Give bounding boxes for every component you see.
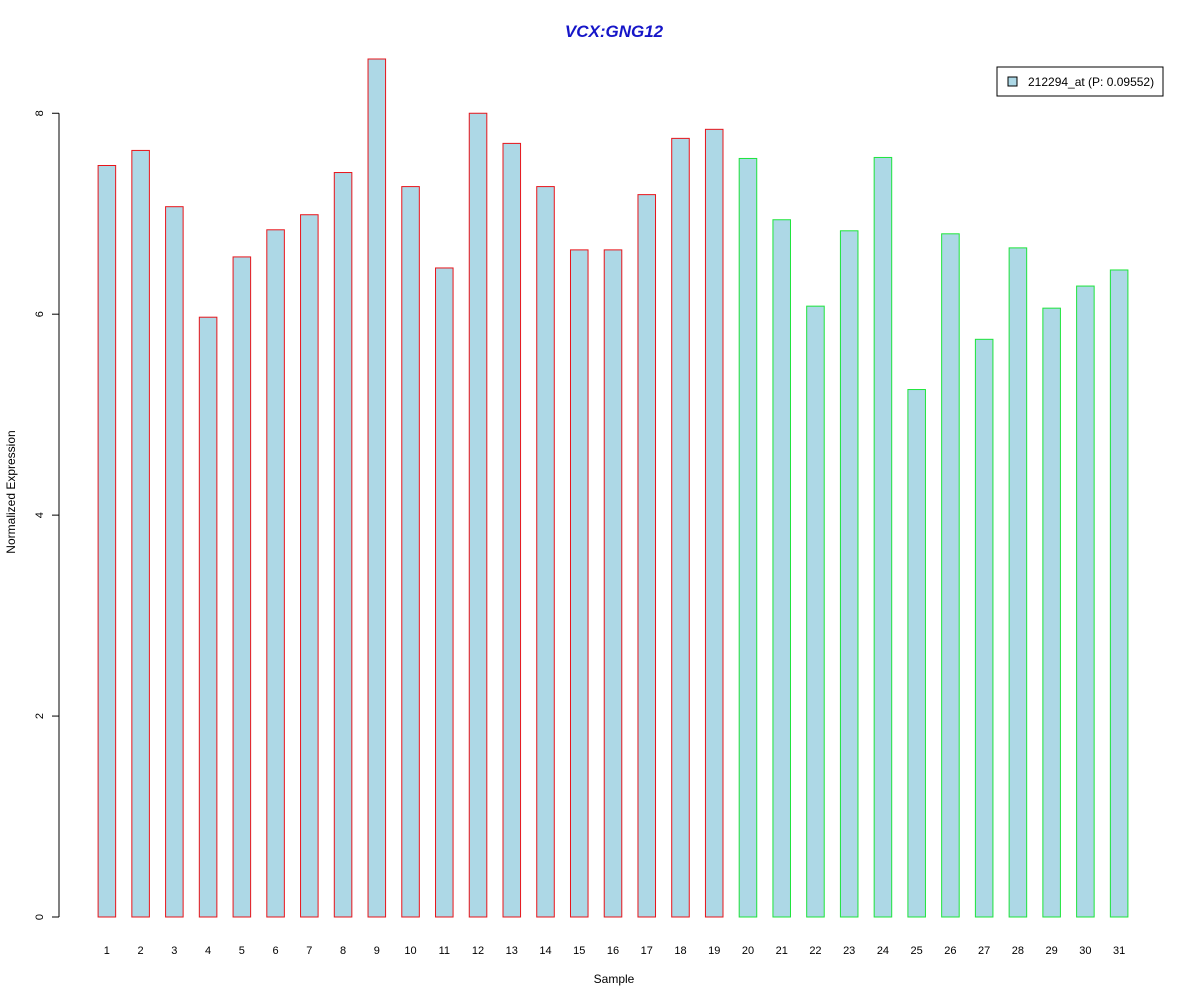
bar-sample-15 — [569, 249, 589, 918]
bar-sample-17 — [637, 194, 657, 918]
bars — [97, 58, 1129, 918]
bar-sample-30 — [1076, 285, 1095, 918]
x-tick-label: 26 — [944, 945, 956, 957]
y-tick-label: 6 — [34, 311, 46, 317]
x-tick-label: 25 — [911, 945, 923, 957]
x-tick-label: 22 — [809, 945, 821, 957]
bar-sample-24 — [873, 156, 893, 918]
legend-box — [996, 66, 1164, 97]
bar-sample-20 — [738, 157, 758, 918]
bar-sample-7 — [300, 214, 319, 918]
bar-sample-3 — [165, 206, 184, 918]
y-axis: 0 2 4 6 8 — [34, 110, 60, 920]
x-tick-label: 24 — [877, 945, 889, 957]
bar-sample-8 — [333, 172, 353, 918]
legend: 212294_at (P: 0.09552) — [996, 66, 1164, 97]
bar-sample-26 — [941, 233, 960, 918]
x-tick-label: 7 — [306, 945, 312, 957]
bar-sample-10 — [401, 186, 420, 918]
y-axis-title: Normalized Expression — [4, 430, 18, 553]
x-tick-labels: 1 2 3 4 5 6 7 8 9 10 11 12 13 14 15 16 17 18 19 20 21 22 23 24 2… — [104, 945, 1125, 957]
bar-sample-4 — [198, 316, 218, 918]
x-tick-label: 1 — [104, 945, 110, 957]
bar-sample-23 — [839, 230, 859, 918]
bar-sample-21 — [772, 219, 791, 918]
x-tick-label: 12 — [472, 945, 484, 957]
x-tick-label: 8 — [340, 945, 346, 957]
bar-sample-12 — [468, 112, 488, 918]
x-tick-label: 16 — [607, 945, 619, 957]
x-tick-label: 21 — [776, 945, 788, 957]
x-tick-label: 15 — [573, 945, 585, 957]
chart-title: VCX:GNG12 — [565, 22, 664, 41]
x-tick-label: 14 — [539, 945, 551, 957]
y-tick-label: 2 — [34, 713, 46, 719]
bar-sample-31 — [1109, 269, 1129, 918]
y-tick-label: 8 — [34, 110, 46, 116]
bar-sample-18 — [671, 137, 690, 918]
x-tick-label: 17 — [641, 945, 653, 957]
legend-swatch — [1007, 76, 1018, 87]
bar-sample-25 — [907, 389, 926, 918]
x-tick-label: 11 — [439, 945, 450, 957]
x-tick-label: 27 — [978, 945, 990, 957]
x-tick-label: 13 — [506, 945, 518, 957]
bar-sample-13 — [502, 142, 522, 918]
x-tick-label: 29 — [1046, 945, 1058, 957]
bar-sample-28 — [1008, 247, 1028, 918]
bar-sample-6 — [266, 229, 285, 918]
bar-sample-27 — [974, 338, 994, 918]
x-tick-label: 10 — [404, 945, 416, 957]
y-tick-label: 0 — [34, 914, 46, 920]
y-tick-label: 4 — [34, 512, 46, 518]
x-tick-label: 3 — [171, 945, 177, 957]
x-tick-label: 4 — [205, 945, 211, 957]
bar-sample-16 — [603, 249, 623, 918]
x-tick-label: 30 — [1079, 945, 1091, 957]
x-tick-label: 31 — [1113, 945, 1125, 957]
x-tick-label: 18 — [674, 945, 686, 957]
x-tick-label: 9 — [374, 945, 380, 957]
x-tick-label: 2 — [138, 945, 144, 957]
x-axis-title: Sample — [594, 972, 635, 986]
bar-sample-22 — [806, 305, 825, 918]
bar-sample-5 — [232, 256, 252, 918]
legend-label: 212294_at (P: 0.09552) — [1028, 75, 1154, 89]
x-tick-label: 28 — [1012, 945, 1024, 957]
x-tick-label: 20 — [742, 945, 754, 957]
x-tick-label: 23 — [843, 945, 855, 957]
bar-sample-1 — [97, 165, 117, 918]
bar-sample-14 — [536, 186, 555, 918]
x-tick-label: 19 — [708, 945, 720, 957]
bar-sample-9 — [367, 58, 387, 918]
x-tick-label: 6 — [273, 945, 279, 957]
bar-sample-29 — [1042, 307, 1061, 918]
bar-sample-19 — [704, 128, 724, 918]
bar-sample-2 — [131, 149, 150, 918]
x-tick-label: 5 — [239, 945, 245, 957]
bar-sample-11 — [435, 267, 454, 918]
